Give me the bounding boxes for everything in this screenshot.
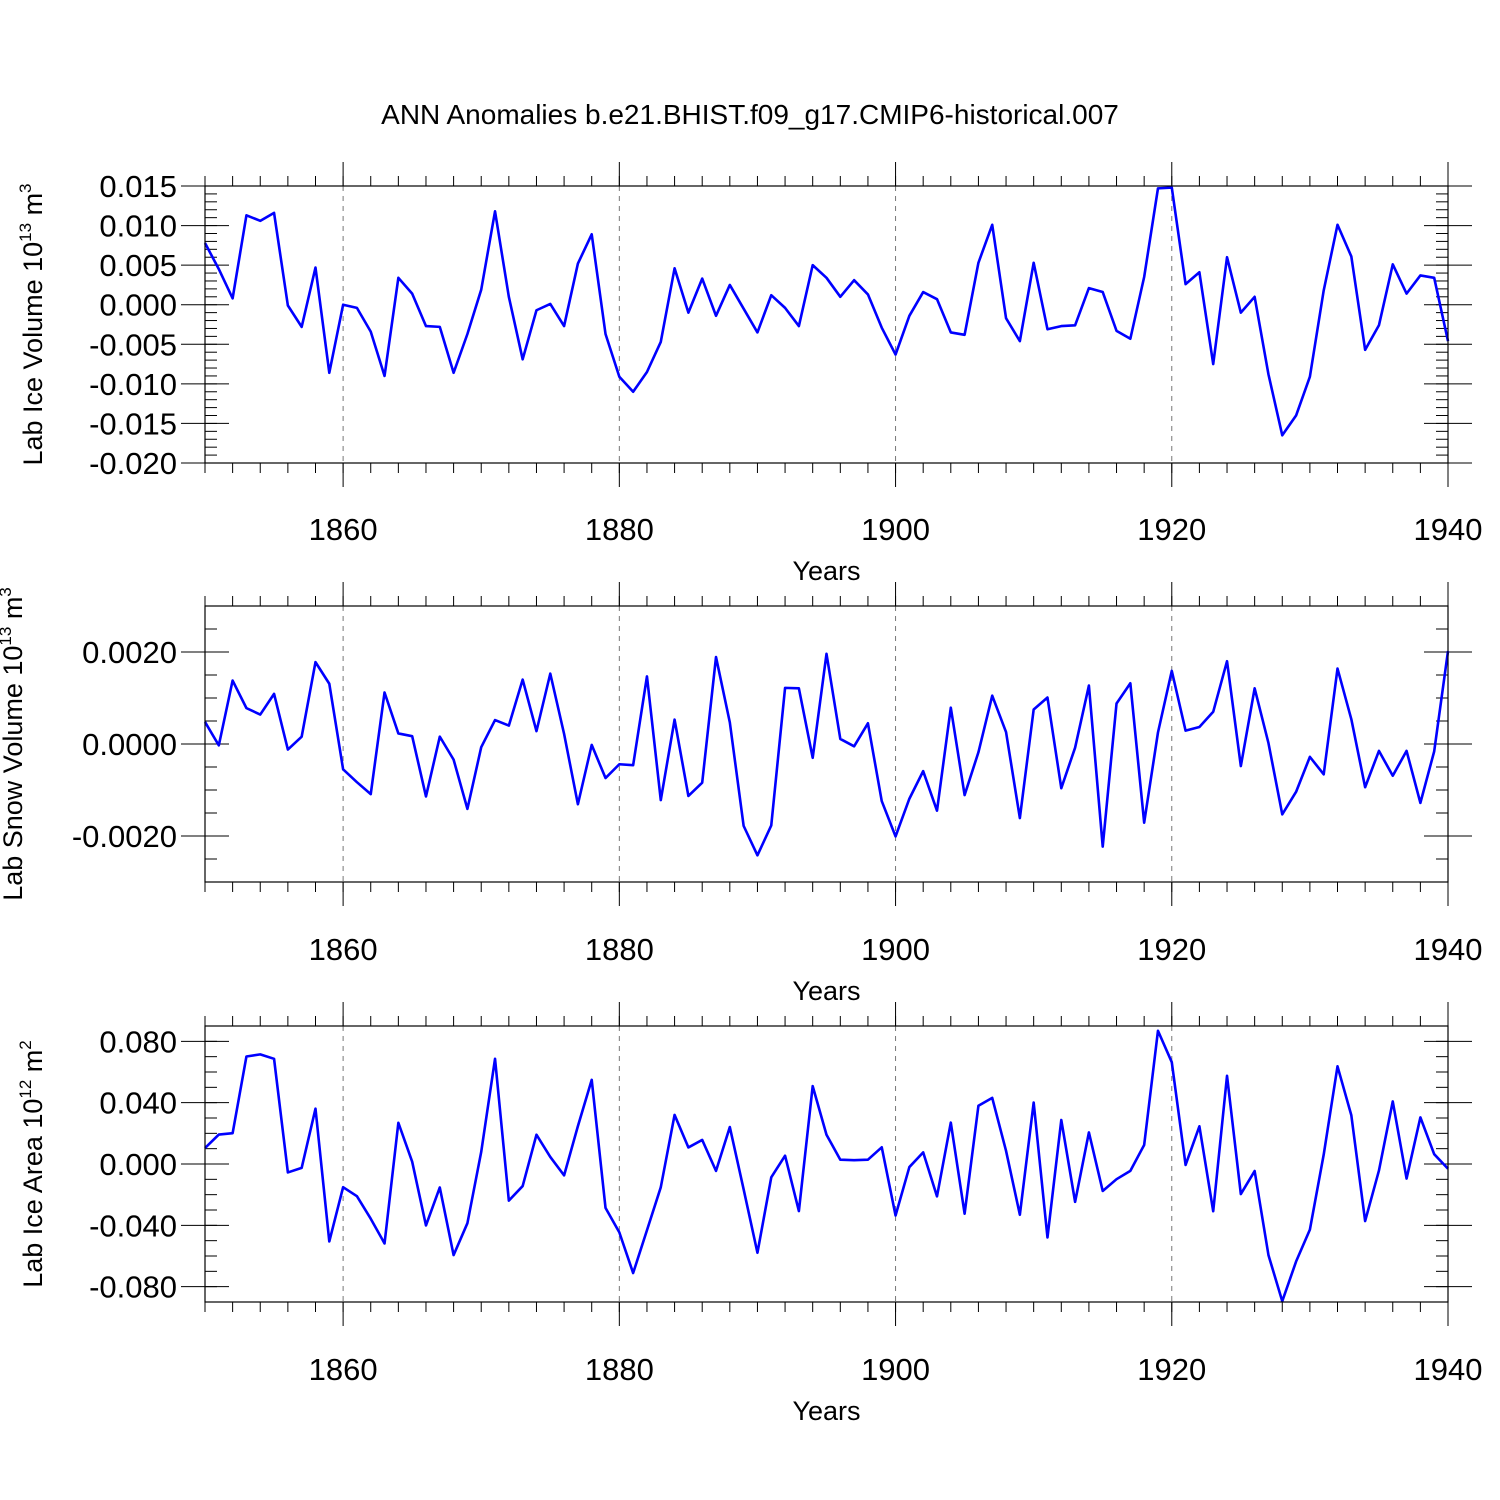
ice-volume-y-tick-label: 0.010: [99, 209, 177, 244]
snow-volume-x-axis-title: Years: [792, 976, 860, 1006]
snow-volume-x-tick-label: 1900: [861, 932, 930, 967]
snow-volume-y-axis-title: Lab Snow Volume 1013 m3: [0, 587, 28, 901]
ice-volume-y-axis-title-part: m: [18, 193, 48, 223]
ice-area-x-tick-label: 1940: [1414, 1352, 1483, 1387]
ice-area-plot-frame: [204, 1025, 1449, 1303]
snow-volume-plot-frame: [204, 605, 1449, 883]
ice-area-y-axis-title-part: m: [18, 1050, 48, 1080]
figure-title: ANN Anomalies b.e21.BHIST.f09_g17.CMIP6-…: [381, 99, 1119, 130]
ice-volume-series-line: [203, 186, 1450, 437]
ice-area-x-axis-title: Years: [792, 1396, 860, 1426]
ice-volume-y-axis-title-part: Lab Ice Volume 10: [18, 242, 48, 466]
ice-volume-plot-frame: [204, 185, 1449, 464]
panel-ice-area: 0.080 0.040 0.000 -0.040 -0.080 1860 1880 1900 1…: [16, 1002, 1482, 1426]
ice-area-y-tick-label: 0.000: [99, 1147, 177, 1182]
ice-area-x-tick-label: 1860: [309, 1352, 378, 1387]
ice-volume-x-tick-label: 1920: [1137, 512, 1206, 547]
ice-area-x-tick-label: 1900: [861, 1352, 930, 1387]
snow-volume-series-line: [203, 650, 1450, 857]
ice-area-y-axis-title-part: 2: [16, 1040, 35, 1049]
ice-volume-x-axis-title: Years: [792, 556, 860, 586]
ice-area-x-tick-label: 1920: [1137, 1352, 1206, 1387]
snow-volume-y-axis-title-part: Lab Snow Volume 10: [0, 646, 28, 901]
snow-volume-x-tick-label: 1940: [1414, 932, 1483, 967]
ice-volume-x-tick-label: 1900: [861, 512, 930, 547]
ice-volume-y-axis-title-part: 13: [16, 223, 35, 242]
ice-volume-y-tick-label: 0.000: [99, 288, 177, 323]
snow-volume-y-tick-label: 0.0020: [82, 635, 177, 670]
ice-area-series-line: [204, 1029, 1449, 1303]
snow-volume-y-tick-label: 0.0000: [82, 727, 177, 762]
ice-volume-y-tick-label: 0.015: [99, 169, 177, 204]
panel-snow-volume: 0.0020 0.0000 -0.0020 1860 1880 1900 1920 1940 Y…: [0, 582, 1482, 1006]
ice-volume-x-tick-label: 1880: [585, 512, 654, 547]
ice-volume-y-tick-label: -0.020: [89, 446, 177, 481]
ice-area-y-tick-label: -0.040: [89, 1208, 177, 1243]
ice-volume-y-tick-label: -0.010: [89, 367, 177, 402]
ice-volume-y-tick-label: -0.005: [89, 327, 177, 362]
ice-volume-y-axis-title-part: 3: [16, 183, 35, 192]
ice-volume-y-tick-label: -0.015: [89, 406, 177, 441]
ice-volume-y-tick-label: 0.005: [99, 248, 177, 283]
snow-volume-x-tick-label: 1920: [1137, 932, 1206, 967]
snow-volume-y-axis-title-part: m: [0, 597, 28, 627]
ice-area-y-axis-title-part: 12: [16, 1080, 35, 1099]
snow-volume-x-tick-label: 1860: [309, 932, 378, 967]
snow-volume-y-axis-title-part: 3: [0, 587, 15, 596]
ice-volume-x-tick-label: 1860: [309, 512, 378, 547]
ice-volume-x-tick-label: 1940: [1414, 512, 1483, 547]
ice-area-y-axis-title-part: Lab Ice Area 10: [18, 1099, 48, 1288]
snow-volume-x-tick-label: 1880: [585, 932, 654, 967]
snow-volume-y-tick-label: -0.0020: [72, 819, 177, 854]
snow-volume-y-axis-title-part: 13: [0, 627, 15, 646]
ice-area-y-tick-label: -0.080: [89, 1270, 177, 1305]
ice-volume-y-axis-title: Lab Ice Volume 1013 m3: [16, 183, 48, 465]
ice-area-y-axis-title: Lab Ice Area 1012 m2: [16, 1040, 48, 1288]
ice-area-x-tick-label: 1880: [585, 1352, 654, 1387]
ice-area-y-tick-label: 0.040: [99, 1086, 177, 1121]
ice-area-y-tick-label: 0.080: [99, 1024, 177, 1059]
panel-ice-volume: 0.015 0.010 0.005 0.000 -0.005 -0.010 -0.015 -0…: [16, 162, 1482, 586]
